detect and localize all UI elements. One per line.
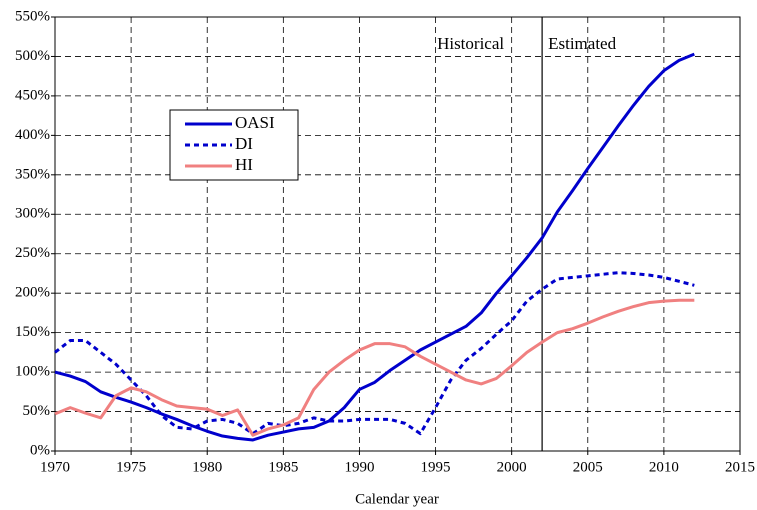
x-axis-label: Calendar year <box>355 491 439 507</box>
x-tick-label: 1990 <box>344 459 374 475</box>
y-tick-label: 200% <box>15 285 50 301</box>
y-tick-label: 250% <box>15 245 50 261</box>
y-tick-label: 50% <box>23 403 51 419</box>
legend-label: HI <box>235 155 253 174</box>
y-tick-label: 300% <box>15 206 50 222</box>
y-tick-label: 350% <box>15 166 50 182</box>
x-tick-label: 1970 <box>40 459 70 475</box>
series-line <box>54 271 695 436</box>
x-tick-label: 2010 <box>649 459 679 475</box>
y-tick-label: 450% <box>15 87 50 103</box>
y-tick-label: 100% <box>15 364 50 380</box>
annotation: Estimated <box>548 34 616 53</box>
y-tick-label: 150% <box>15 324 50 340</box>
legend-label: DI <box>235 134 253 153</box>
y-tick-label: 550% <box>15 8 50 24</box>
x-tick-label: 2000 <box>497 459 527 475</box>
plot-frame <box>54 16 741 452</box>
y-tick-label: 500% <box>15 48 50 64</box>
y-tick-label: 400% <box>15 127 50 143</box>
x-tick-label: 2005 <box>573 459 603 475</box>
legend-label: OASI <box>235 113 275 132</box>
series-line <box>54 298 695 437</box>
x-tick-label: 1995 <box>421 459 451 475</box>
annotation: Historical <box>437 34 504 53</box>
legend-box <box>169 109 299 181</box>
x-tick-label: 1985 <box>268 459 298 475</box>
y-tick-label: 0% <box>30 442 50 458</box>
x-tick-label: 2015 <box>725 459 755 475</box>
x-tick-label: 1975 <box>116 459 146 475</box>
series-line <box>54 52 695 442</box>
x-tick-label: 1980 <box>192 459 222 475</box>
